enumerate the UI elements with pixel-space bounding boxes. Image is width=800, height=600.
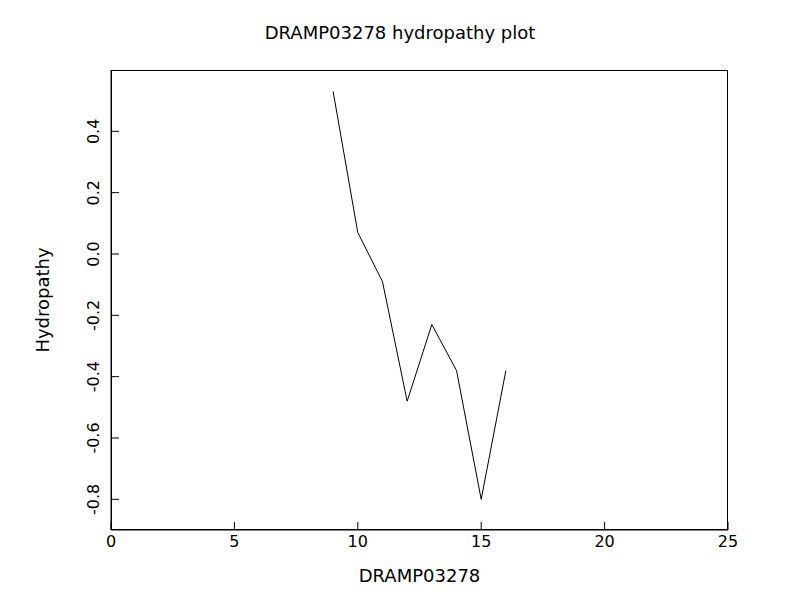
svg-text:10: 10 bbox=[348, 532, 368, 551]
svg-text:5: 5 bbox=[229, 532, 239, 551]
html-text:Hydropathy: Hydropathy bbox=[31, 247, 53, 353]
svg-text:-0.8: -0.8 bbox=[84, 484, 103, 515]
html-text:DRAMP03278 hydropathy plot: DRAMP03278 hydropathy plot bbox=[264, 22, 536, 43]
svg-text:0.2: 0.2 bbox=[84, 180, 103, 205]
svg-text:-0.4: -0.4 bbox=[84, 361, 103, 392]
svg-text:0.4: 0.4 bbox=[84, 119, 103, 144]
svg-text:0: 0 bbox=[106, 532, 116, 551]
svg-text:15: 15 bbox=[471, 532, 491, 551]
html-text:DRAMP03278: DRAMP03278 bbox=[358, 565, 481, 586]
svg-text:25: 25 bbox=[718, 532, 738, 551]
svg-text:20: 20 bbox=[594, 532, 614, 551]
svg-text:-0.2: -0.2 bbox=[84, 300, 103, 331]
svg-text:-0.6: -0.6 bbox=[84, 422, 103, 453]
svg-text:0.0: 0.0 bbox=[84, 241, 103, 266]
